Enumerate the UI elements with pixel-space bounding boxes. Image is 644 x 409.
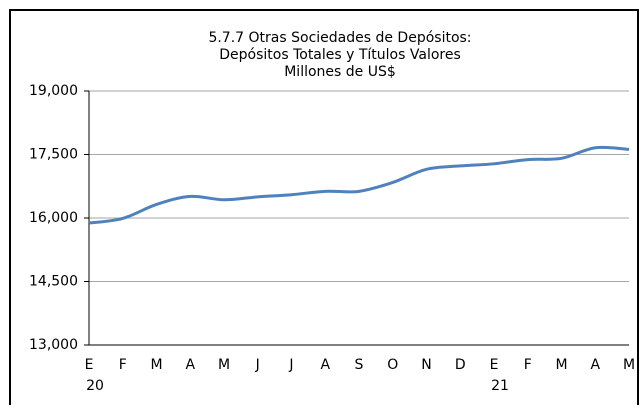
year-label: 21 xyxy=(491,378,509,394)
chart-title: Millones de US$ xyxy=(284,64,396,80)
x-tick-label: N xyxy=(421,357,431,373)
x-tick-label: M xyxy=(623,357,635,373)
x-tick-label: E xyxy=(490,357,499,373)
y-tick-label: 17,500 xyxy=(29,147,78,163)
x-tick-label: O xyxy=(387,357,398,373)
x-tick-label: F xyxy=(524,357,532,373)
x-tick-label: M xyxy=(150,357,162,373)
x-tick-label: J xyxy=(288,357,293,373)
x-tick-label: A xyxy=(590,357,600,373)
x-tick-label: F xyxy=(119,357,127,373)
y-tick-label: 16,000 xyxy=(29,210,78,226)
x-tick-label: A xyxy=(185,357,195,373)
chart-title: Depósitos Totales y Títulos Valores xyxy=(219,47,461,63)
y-tick-label: 13,000 xyxy=(29,337,78,353)
year-label: 20 xyxy=(86,378,104,394)
chart-frame xyxy=(9,9,639,409)
x-tick-label: J xyxy=(255,357,260,373)
x-tick-label: A xyxy=(320,357,330,373)
x-tick-label: S xyxy=(355,357,364,373)
y-tick-label: 14,500 xyxy=(29,274,78,290)
x-tick-label: M xyxy=(218,357,230,373)
x-tick-label: D xyxy=(455,357,466,373)
y-tick-label: 19,000 xyxy=(29,83,78,99)
x-tick-label: E xyxy=(85,357,94,373)
chart-title: 5.7.7 Otras Sociedades de Depósitos: xyxy=(208,30,471,46)
line-series xyxy=(88,145,630,225)
x-tick-label: M xyxy=(555,357,567,373)
